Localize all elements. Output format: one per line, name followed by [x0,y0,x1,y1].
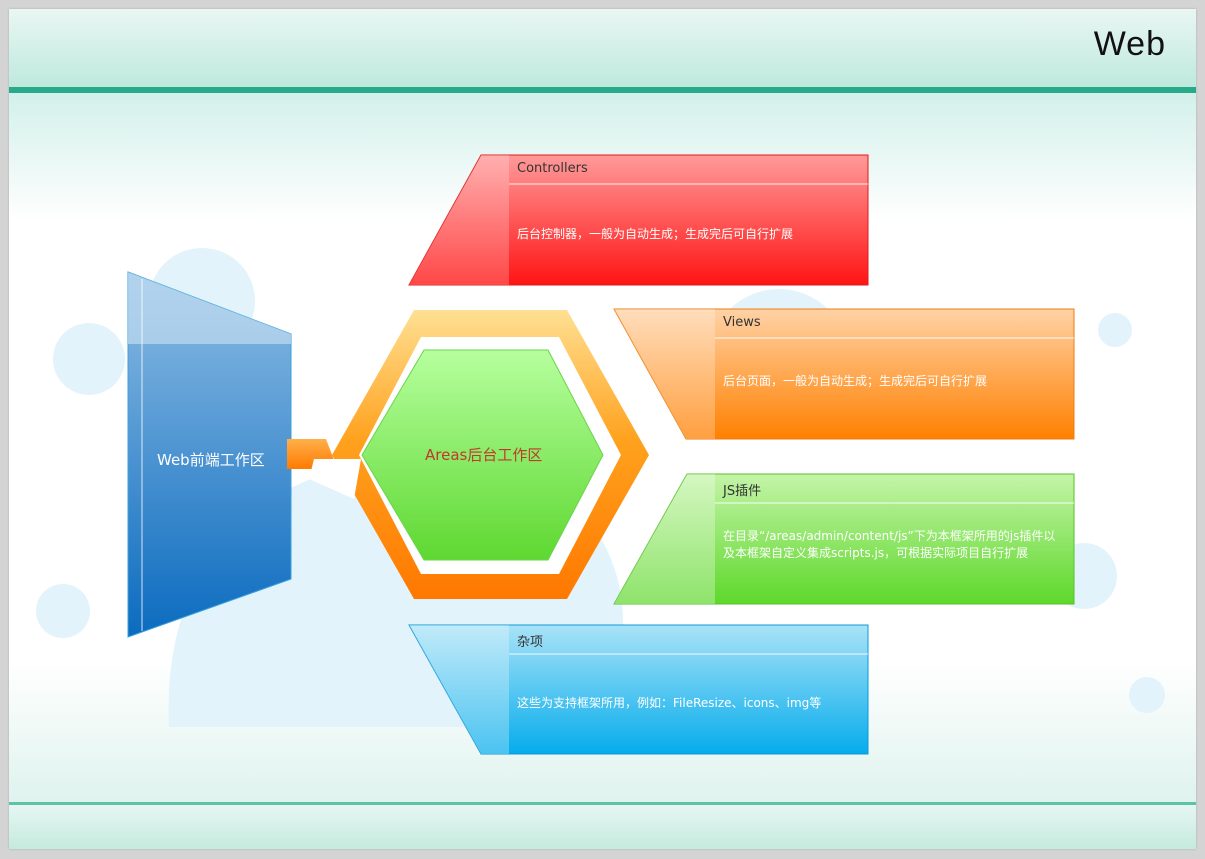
page-title: Web [1093,25,1166,63]
box-controllers [408,154,869,286]
box-misc-title: 杂项 [517,635,544,650]
footer-divider [9,802,1196,805]
box-misc-side [409,625,509,754]
box-views [613,308,1075,440]
hex-ring-gap [309,459,361,499]
box-js-side [614,474,715,604]
box-controllers-side [409,155,509,285]
box-misc [408,624,869,755]
box-controllers-desc: 后台控制器，一般为自动生成；生成完后可自行扩展 [517,227,794,241]
box-misc-desc: 这些为支持框架所用，例如：FileResize、icons、img等 [517,696,822,710]
center-hexagon [361,349,604,561]
left-block-highlight [128,272,291,344]
box-js [613,473,1075,605]
box-controllers-title: Controllers [517,161,588,176]
box-views-desc: 后台页面，一般为自动生成；生成完后可自行扩展 [723,374,988,388]
slide: Web Web前端工作区 Areas后台工作区 Controllers 后台控制… [9,9,1196,849]
left-block-label: Web前端工作区 [157,451,265,469]
box-views-title: Views [723,315,761,330]
box-js-desc: 在目录“/areas/admin/content/js”下为本框架所用的js插件… [723,529,1056,560]
header-band [9,9,1196,87]
box-views-side [614,309,715,439]
center-hexagon-label: Areas后台工作区 [425,446,543,464]
diagram-canvas [9,9,1196,849]
footer-band [9,805,1196,849]
box-js-title: JS插件 [723,484,762,499]
header-divider [9,87,1196,93]
